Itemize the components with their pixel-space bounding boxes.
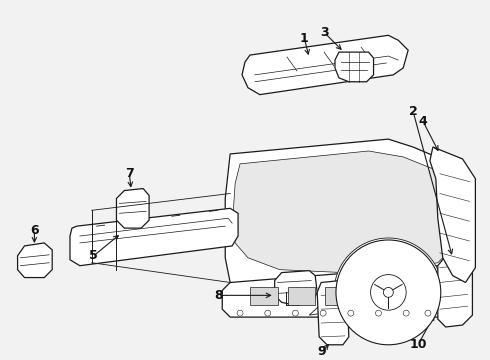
Circle shape: [384, 287, 393, 297]
Bar: [250, 287, 278, 305]
Circle shape: [375, 310, 381, 316]
Circle shape: [265, 310, 270, 316]
Text: 2: 2: [409, 105, 417, 118]
Bar: [363, 287, 391, 305]
Polygon shape: [225, 139, 467, 315]
Polygon shape: [70, 208, 238, 266]
Polygon shape: [242, 35, 408, 95]
Circle shape: [237, 310, 243, 316]
Text: 1: 1: [300, 32, 309, 45]
Polygon shape: [317, 280, 349, 345]
Polygon shape: [335, 52, 373, 82]
Polygon shape: [438, 248, 472, 327]
Polygon shape: [117, 189, 149, 228]
Circle shape: [403, 310, 409, 316]
Polygon shape: [222, 266, 446, 317]
Polygon shape: [430, 147, 475, 283]
Text: 4: 4: [418, 115, 427, 128]
Polygon shape: [18, 243, 52, 278]
Circle shape: [320, 310, 326, 316]
Circle shape: [348, 310, 354, 316]
Circle shape: [425, 310, 431, 316]
Polygon shape: [126, 195, 143, 201]
Circle shape: [370, 275, 406, 310]
Bar: [325, 287, 353, 305]
Circle shape: [336, 240, 441, 345]
Text: 5: 5: [89, 249, 98, 262]
Text: 9: 9: [318, 345, 326, 358]
Text: 6: 6: [30, 224, 39, 237]
Bar: [288, 287, 315, 305]
Circle shape: [293, 310, 298, 316]
Text: 3: 3: [320, 26, 328, 39]
Text: 7: 7: [125, 167, 134, 180]
Polygon shape: [233, 151, 453, 273]
Polygon shape: [309, 238, 467, 315]
Text: 8: 8: [214, 289, 222, 302]
Bar: [400, 287, 428, 305]
Polygon shape: [275, 271, 317, 305]
Text: 10: 10: [409, 338, 427, 351]
